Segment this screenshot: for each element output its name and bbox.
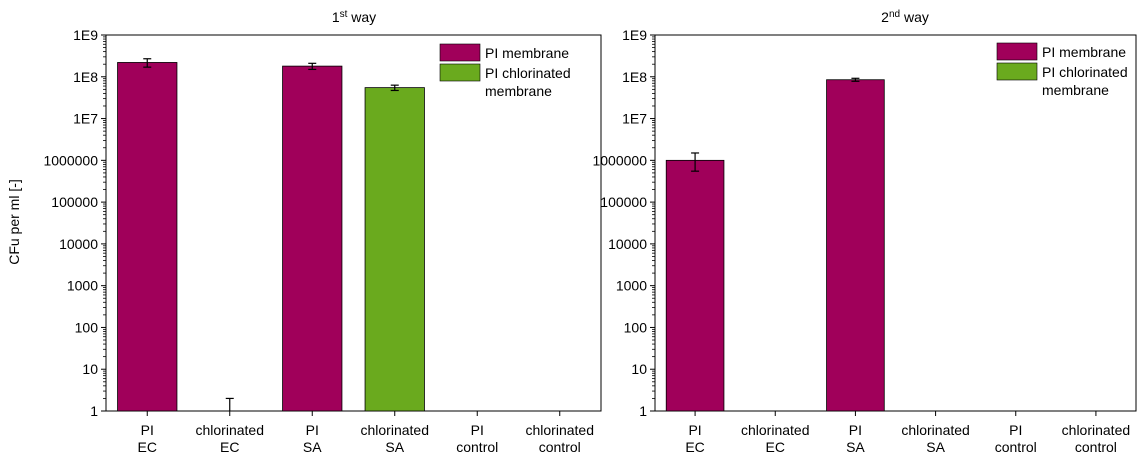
y-tick-label: 1E7 <box>73 111 98 127</box>
x-tick-label: EC <box>766 439 785 455</box>
x-tick-label: chlorinated <box>526 422 595 438</box>
bar <box>826 79 885 412</box>
y-tick-label: 100000 <box>600 194 647 210</box>
y-tick-label: 100 <box>75 319 99 335</box>
legend-swatch <box>439 63 481 82</box>
x-tick-label: PI <box>688 422 701 438</box>
y-axis-title: CFu per ml [-] <box>6 179 22 265</box>
y-tick-label: 1000000 <box>592 152 647 168</box>
x-tick-label: PI <box>306 422 319 438</box>
legend-label: membrane <box>485 83 552 99</box>
x-tick-label: control <box>539 439 581 455</box>
x-tick-label: PI <box>849 422 862 438</box>
bar <box>117 62 178 412</box>
legend-label: PI membrane <box>1042 44 1126 60</box>
x-tick-label: SA <box>385 439 404 455</box>
x-tick-label: SA <box>303 439 322 455</box>
y-tick-label: 10000 <box>608 236 647 252</box>
x-tick-label: PI <box>141 422 154 438</box>
plot-frame <box>105 34 602 412</box>
y-tick-label: 1E7 <box>622 111 647 127</box>
y-tick-label: 1 <box>90 403 98 419</box>
x-tick-label: PI <box>471 422 484 438</box>
x-tick-label: chlorinated <box>741 422 810 438</box>
y-tick-label: 1000000 <box>43 152 98 168</box>
y-tick-label: 10 <box>631 361 647 377</box>
plot-area: 11010010001000010000010000001E71E81E9PIE… <box>43 27 602 455</box>
x-tick-label: control <box>995 439 1037 455</box>
chart-title: 1st way <box>332 9 376 25</box>
y-tick-label: 1E9 <box>73 27 98 43</box>
x-tick-label: SA <box>846 439 865 455</box>
bar <box>282 65 343 412</box>
legend-label: PI chlorinated <box>1042 64 1128 80</box>
legend-label: membrane <box>1042 82 1109 98</box>
y-tick-label: 100 <box>624 319 648 335</box>
plot-area: 11010010001000010000010000001E71E81E9PIE… <box>592 27 1137 455</box>
x-tick-label: chlorinated <box>196 422 265 438</box>
chart-panel-1st-way: 1st way CFu per ml [-] 1 10 100 1000 10000 10… <box>6 9 602 455</box>
chart-panel-2nd-way: 2nd way 1 10 100 1000 10000 100000 1000000 1E7 1… <box>592 9 1137 455</box>
y-tick-label: 1E8 <box>622 69 647 85</box>
x-tick-label: chlorinated <box>901 422 970 438</box>
bar <box>364 87 425 412</box>
x-tick-label: PI <box>1009 422 1022 438</box>
x-tick-label: EC <box>138 439 157 455</box>
y-tick-label: 10000 <box>59 236 98 252</box>
legend-label: PI membrane <box>485 45 569 61</box>
y-tick-label: 1000 <box>67 278 98 294</box>
y-tick-label: 1000 <box>616 278 647 294</box>
legend-swatch <box>996 42 1038 61</box>
legend-label: PI chlorinated <box>485 65 571 81</box>
chart-title: 2nd way <box>881 9 929 25</box>
y-tick-label: 1E9 <box>622 27 647 43</box>
y-tick-label: 1E8 <box>73 69 98 85</box>
y-tick-label: 100000 <box>51 194 98 210</box>
x-tick-label: SA <box>926 439 945 455</box>
x-tick-label: control <box>1075 439 1117 455</box>
x-tick-label: chlorinated <box>1062 422 1131 438</box>
x-tick-label: control <box>456 439 498 455</box>
plot-frame <box>654 34 1137 412</box>
x-tick-label: EC <box>220 439 239 455</box>
legend-swatch <box>439 43 481 62</box>
y-tick-label: 10 <box>82 361 98 377</box>
y-tick-label: 1 <box>639 403 647 419</box>
x-tick-label: chlorinated <box>361 422 430 438</box>
legend-swatch <box>996 62 1038 81</box>
x-tick-label: EC <box>685 439 704 455</box>
bar <box>665 159 725 412</box>
